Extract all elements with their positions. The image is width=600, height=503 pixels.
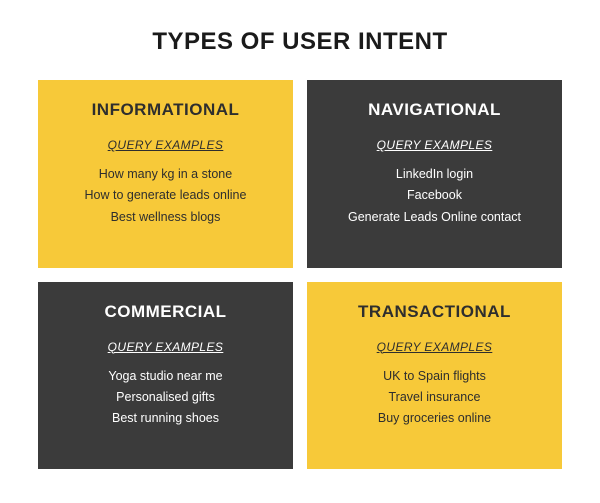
example-item: Best wellness blogs — [85, 207, 247, 228]
card-subtitle: QUERY EXAMPLES — [108, 340, 224, 354]
example-item: Facebook — [348, 185, 521, 206]
card-title: NAVIGATIONAL — [368, 100, 501, 120]
card-subtitle: QUERY EXAMPLES — [377, 138, 493, 152]
example-item: UK to Spain flights — [378, 366, 491, 387]
card-title: TRANSACTIONAL — [358, 302, 511, 322]
card-commercial: COMMERCIAL QUERY EXAMPLES Yoga studio ne… — [38, 282, 293, 470]
example-item: Yoga studio near me — [108, 366, 222, 387]
card-subtitle: QUERY EXAMPLES — [377, 340, 493, 354]
card-title: INFORMATIONAL — [92, 100, 240, 120]
card-examples: How many kg in a stone How to generate l… — [85, 164, 247, 228]
page-title: TYPES OF USER INTENT — [38, 28, 562, 56]
card-examples: UK to Spain flights Travel insurance Buy… — [378, 366, 491, 430]
example-item: Buy groceries online — [378, 408, 491, 429]
example-item: How many kg in a stone — [85, 164, 247, 185]
example-item: Travel insurance — [378, 387, 491, 408]
card-examples: Yoga studio near me Personalised gifts B… — [108, 366, 222, 430]
card-subtitle: QUERY EXAMPLES — [108, 138, 224, 152]
cards-grid: INFORMATIONAL QUERY EXAMPLES How many kg… — [38, 80, 562, 469]
card-informational: INFORMATIONAL QUERY EXAMPLES How many kg… — [38, 80, 293, 268]
card-title: COMMERCIAL — [104, 302, 226, 322]
example-item: Personalised gifts — [108, 387, 222, 408]
card-navigational: NAVIGATIONAL QUERY EXAMPLES LinkedIn log… — [307, 80, 562, 268]
example-item: Best running shoes — [108, 408, 222, 429]
example-item: LinkedIn login — [348, 164, 521, 185]
example-item: How to generate leads online — [85, 185, 247, 206]
card-examples: LinkedIn login Facebook Generate Leads O… — [348, 164, 521, 228]
example-item: Generate Leads Online contact — [348, 207, 521, 228]
card-transactional: TRANSACTIONAL QUERY EXAMPLES UK to Spain… — [307, 282, 562, 470]
